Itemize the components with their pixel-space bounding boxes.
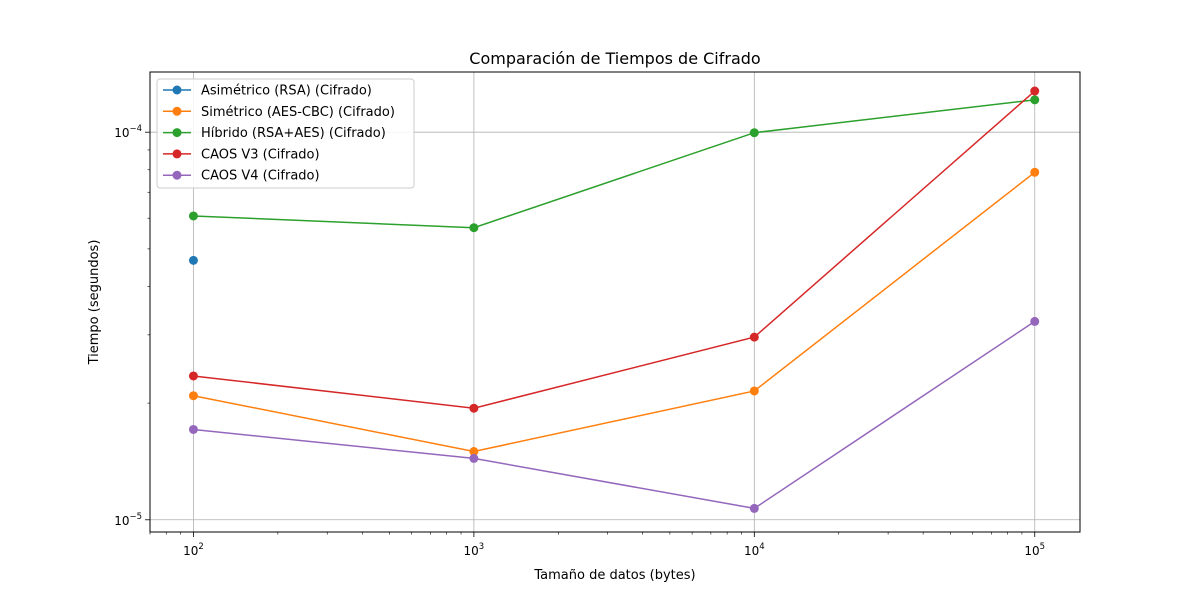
data-point: [188, 255, 198, 265]
series-line: [193, 320, 1036, 510]
data-point: [749, 386, 759, 396]
x-axis-label: Tamaño de datos (bytes): [533, 568, 695, 583]
plot-frame: [149, 71, 1081, 533]
legend-label: Híbrido (RSA+AES) (Cifrado): [201, 126, 386, 141]
data-point: [1030, 95, 1040, 105]
data-point: [188, 424, 198, 434]
series-2: [188, 167, 1040, 457]
data-point: [469, 453, 479, 463]
y-axis-label: Tiempo (segundos): [87, 240, 102, 366]
series-1: [188, 255, 198, 265]
legend-label: Simétrico (AES-CBC) (Cifrado): [201, 105, 395, 120]
data-point: [749, 503, 759, 513]
data-point: [749, 332, 759, 342]
data-point: [1030, 316, 1040, 326]
series-line: [193, 99, 1035, 229]
legend-entry: CAOS V3 (Cifrado): [163, 147, 320, 162]
legend-swatch-marker: [172, 85, 182, 95]
x-tick-label: 104: [744, 542, 765, 558]
legend-entry: Híbrido (RSA+AES) (Cifrado): [163, 126, 386, 141]
series-line: [193, 90, 1036, 409]
legend-label: CAOS V4 (Cifrado): [201, 169, 320, 184]
series-3: [188, 95, 1040, 233]
series-5: [188, 316, 1040, 513]
y-tick-label: 10−4: [114, 124, 142, 140]
legend-label: CAOS V3 (Cifrado): [201, 147, 320, 162]
data-point: [469, 403, 479, 413]
legend-swatch-marker: [172, 149, 182, 159]
chart-title: Comparación de Tiempos de Cifrado: [469, 49, 760, 68]
data-point: [188, 371, 198, 381]
x-tick-label: 105: [1024, 542, 1045, 558]
legend-swatch-marker: [172, 128, 182, 138]
legend-entry: CAOS V4 (Cifrado): [163, 169, 320, 184]
data-point: [188, 391, 198, 401]
data-point: [469, 447, 479, 457]
legend-label: Asimétrico (RSA) (Cifrado): [201, 84, 372, 99]
legend-entry: Simétrico (AES-CBC) (Cifrado): [163, 105, 395, 120]
data-point: [1030, 86, 1040, 96]
x-tick-label: 102: [183, 542, 204, 558]
legend-swatch-marker: [172, 170, 182, 180]
y-tick-label: 10−5: [114, 512, 142, 528]
data-point: [749, 128, 759, 138]
legend-box: [156, 78, 415, 189]
axis-ticks: 102 103 104 105 10−5 10−4: [114, 124, 1045, 558]
legend-entry: Asimétrico (RSA) (Cifrado): [163, 84, 372, 99]
legend-swatch-marker: [172, 106, 182, 116]
data-point: [1030, 167, 1040, 177]
legend: Asimétrico (RSA) (Cifrado) Simétrico (AES…: [156, 78, 415, 189]
series-line: [193, 171, 1036, 453]
data-point: [188, 211, 198, 221]
x-tick-label: 103: [464, 542, 485, 558]
data-point: [469, 223, 479, 233]
series-4: [188, 86, 1040, 413]
plot-series: [188, 86, 1040, 513]
